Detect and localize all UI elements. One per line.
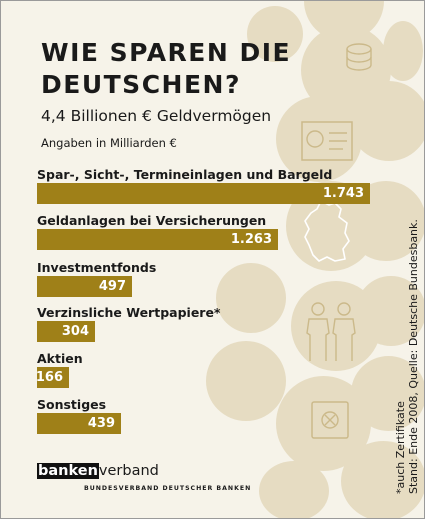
- safe-icon: [311, 401, 349, 439]
- bar: 166: [35, 367, 69, 388]
- category-label: Sonstiges: [37, 397, 107, 412]
- document-icon: [301, 121, 353, 161]
- chart-subtitle: 4,4 Billionen € Geldvermögen: [41, 107, 272, 125]
- unit-note: Angaben in Milliarden €: [41, 136, 177, 150]
- footnote-line: Stand: Ende 2008, Quelle: Deutsche Bunde…: [407, 219, 420, 494]
- category-label: Investmentfonds: [37, 260, 157, 275]
- chart-title: WIE SPAREN DIE DEUTSCHEN?: [41, 38, 292, 99]
- bar: 1.263: [37, 229, 278, 250]
- footnote: *auch Zertifikate Stand: Ende 2008, Quel…: [394, 219, 420, 494]
- logo-part-banken: banken: [37, 463, 99, 479]
- coins-icon: [346, 43, 372, 71]
- bar-value-label: 1.263: [230, 232, 272, 247]
- bar-value-label: 1.743: [322, 186, 364, 201]
- decor-circle: [259, 461, 329, 518]
- people-icon: [306, 302, 356, 361]
- bar: 497: [37, 276, 132, 297]
- bar: 304: [37, 321, 95, 342]
- bar-value-label: 304: [61, 324, 89, 339]
- category-label: Verzinsliche Wertpapiere*: [37, 305, 221, 320]
- decor-circle: [383, 21, 423, 81]
- bar-value-label: 166: [35, 370, 63, 385]
- decor-circle: [247, 6, 303, 62]
- logo-tagline: BUNDESVERBAND DEUTSCHER BANKEN: [84, 485, 252, 492]
- bar: 1.743: [37, 183, 370, 204]
- category-label: Aktien: [37, 351, 83, 366]
- footnote-line: *auch Zertifikate: [394, 401, 407, 494]
- decor-circle: [351, 356, 424, 431]
- decor-circle: [206, 341, 286, 421]
- category-label: Geldanlagen bei Versicherungen: [37, 213, 267, 228]
- decor-circle: [216, 263, 286, 333]
- bar: 439: [37, 413, 121, 434]
- bar-value-label: 439: [87, 416, 115, 431]
- germany-map-icon: [304, 200, 350, 262]
- decor-circle: [341, 441, 424, 518]
- bar-value-label: 497: [98, 279, 126, 294]
- decor-circle: [276, 96, 362, 182]
- logo-part-verband: verband: [98, 463, 159, 479]
- decor-circle: [349, 81, 424, 161]
- category-label: Spar-, Sicht-, Termineinlagen und Bargel…: [37, 167, 333, 182]
- bankenverband-logo: bankenverband: [37, 461, 159, 481]
- decor-circle: [356, 276, 424, 346]
